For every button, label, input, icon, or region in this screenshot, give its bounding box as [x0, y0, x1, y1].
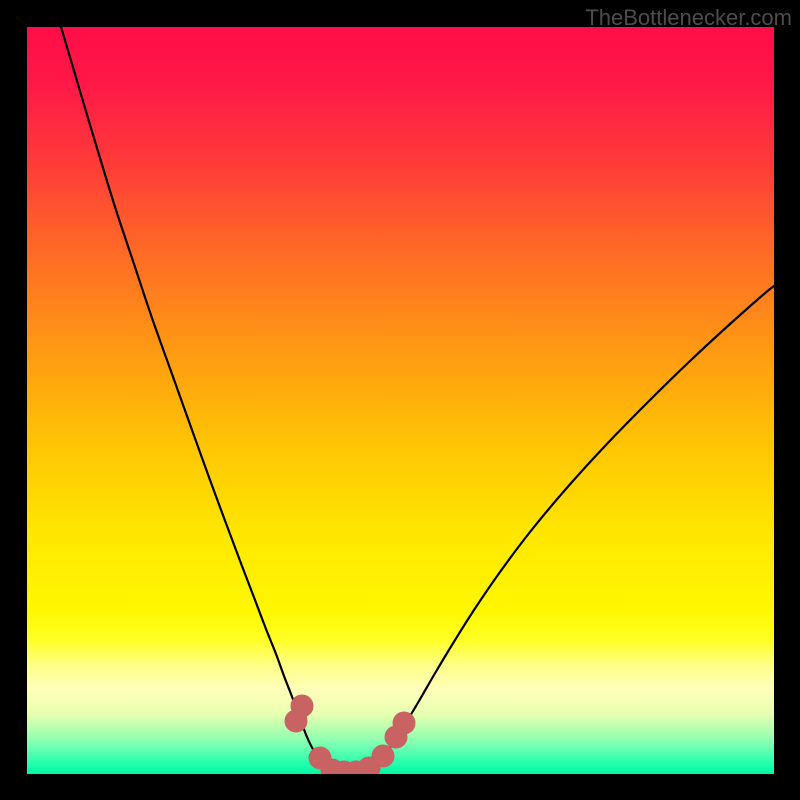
marker-point: [291, 695, 313, 717]
chart-background: [27, 27, 774, 774]
marker-point: [393, 712, 415, 734]
marker-point: [372, 745, 394, 767]
watermark-text: TheBottlenecker.com: [585, 5, 792, 31]
